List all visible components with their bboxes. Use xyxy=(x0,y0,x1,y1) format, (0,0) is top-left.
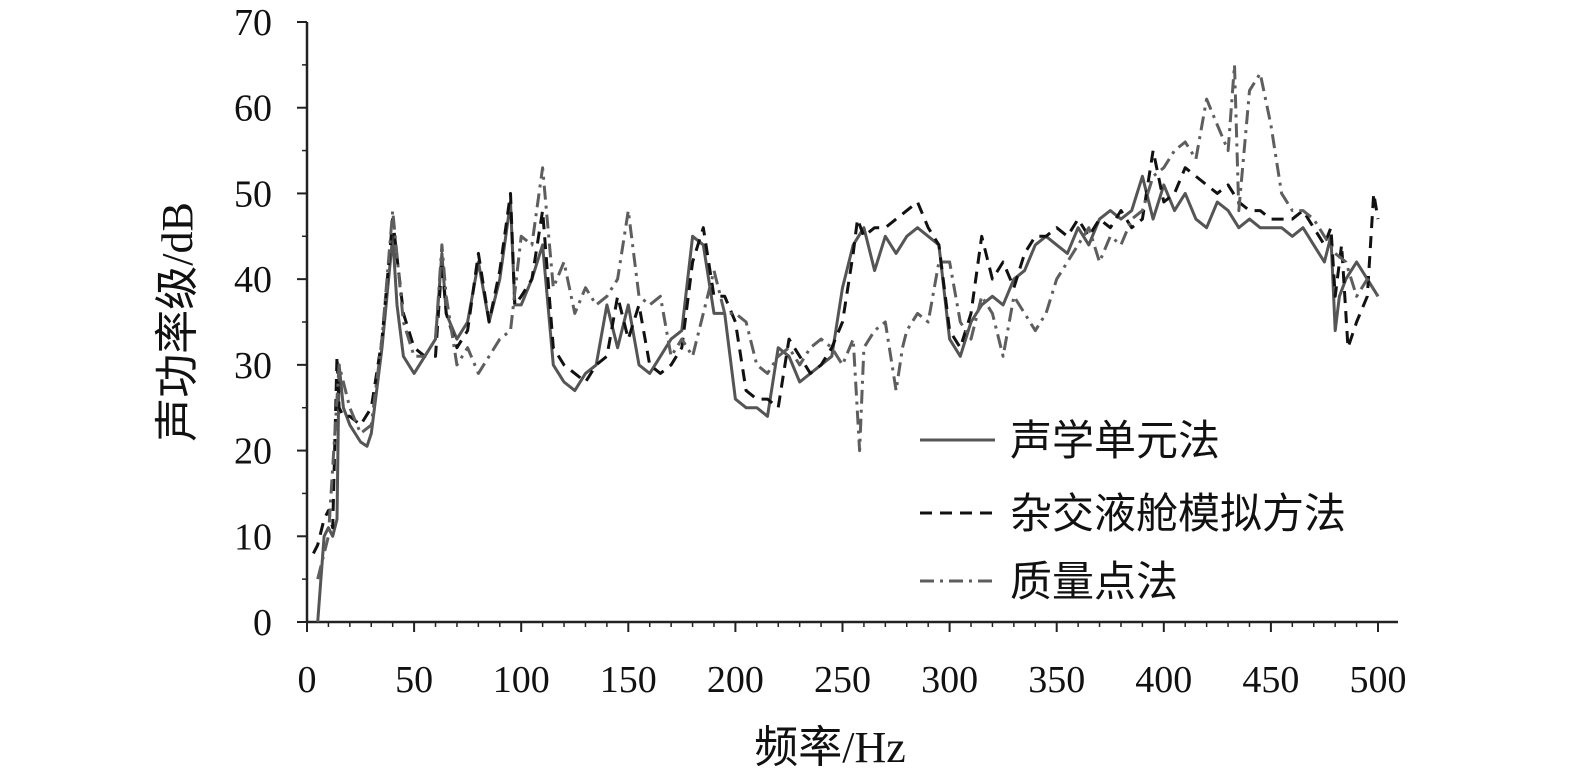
x-axis-title: 频率/Hz xyxy=(754,723,906,772)
x-tick-label: 350 xyxy=(1028,659,1085,701)
y-axis-title: 声功率级/dB xyxy=(153,202,202,442)
x-tick-label: 250 xyxy=(814,659,871,701)
y-tick-label: 60 xyxy=(234,88,272,130)
series-layer xyxy=(312,63,1380,623)
x-tick-label: 0 xyxy=(298,659,317,701)
series-line-3 xyxy=(316,63,1380,580)
y-tick-label: 0 xyxy=(253,602,272,644)
y-tick-label: 30 xyxy=(234,345,272,387)
y-tick-label: 70 xyxy=(234,2,272,44)
x-tick-label: 150 xyxy=(600,659,657,701)
legend-label: 质量点法 xyxy=(1010,560,1178,606)
x-tick-label: 450 xyxy=(1242,659,1299,701)
y-tick-label: 10 xyxy=(234,516,272,558)
legend-label: 杂交液舱模拟方法 xyxy=(1010,491,1346,538)
x-tick-label: 500 xyxy=(1350,659,1407,701)
y-tick-label: 20 xyxy=(234,431,272,473)
x-tick-label: 400 xyxy=(1135,659,1192,701)
y-tick-label: 40 xyxy=(234,259,272,301)
x-tick-label: 200 xyxy=(707,659,764,701)
legend-label: 声学单元法 xyxy=(1010,418,1220,465)
x-tick-label: 50 xyxy=(395,659,433,701)
y-axis-ticks: 0 10 20 30 40 50 60 70 xyxy=(234,2,307,644)
x-axis-ticks: 0 50 100 150 200 250 300 350 400 450 500 xyxy=(298,622,1407,701)
x-tick-label: 100 xyxy=(493,659,550,701)
x-tick-label: 300 xyxy=(921,659,978,701)
series-line-2 xyxy=(312,149,1380,555)
series-line-1 xyxy=(316,174,1380,623)
y-tick-label: 50 xyxy=(234,173,272,215)
